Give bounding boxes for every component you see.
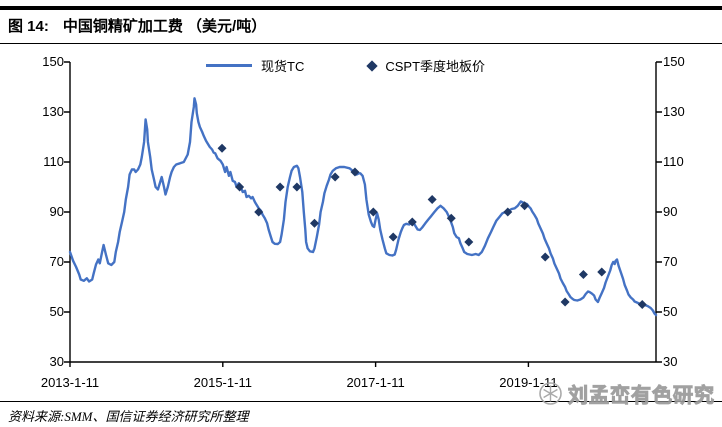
x-tick-label: 2015-1-11 [193,375,252,390]
diamond-swatch-icon [366,59,379,72]
footer-divider [0,401,722,402]
cspt-floor-diamond [350,167,360,177]
y-tick-label: 110 [663,154,684,169]
figure-number: 图 14: [8,18,49,35]
y-tick-label: 70 [663,254,678,269]
cspt-floor-diamond [597,267,607,277]
y-axis-right-labels: 30 50 70 90 110 130 150 [663,0,703,427]
x-tick-label: 2017-1-11 [346,375,405,390]
axes [64,61,662,367]
line-swatch-icon [206,64,252,67]
y-tick-label: 50 [49,304,64,319]
y-tick-label: 50 [663,304,678,319]
cspt-floor-diamond [540,252,550,262]
cspt-floor-diamond [407,217,417,227]
y-tick-label: 150 [663,54,685,69]
chart-legend: 现货TC CSPT季度地板价 [206,56,485,75]
cspt-floor-diamond [309,218,319,228]
header-top-rule [0,6,722,10]
y-tick-label: 30 [49,354,64,369]
cspt-floor-diamond [520,201,530,211]
legend-item-cspt: CSPT季度地板价 [366,56,486,75]
watermark-text: 刘孟峦有色研究 [568,385,715,408]
cspt-floor-diamond [275,182,285,192]
figure-title: 图 14: 中国铜精矿加工费 （美元/吨） [8,15,266,36]
cspt-floor-diamond [560,297,570,307]
cspt-floor-diamond [427,195,437,204]
spot-tc-line [68,97,658,317]
cspt-floor-diamond [368,207,378,217]
cspt-floor-diamond [637,300,647,309]
legend-label-spot-tc: 现货TC [261,59,305,74]
y-tick-label: 130 [42,104,64,119]
y-tick-label: 90 [663,204,678,219]
cspt-floor-diamond [217,143,227,153]
snowflake-badge-icon [539,382,562,405]
source-note: 资料来源:SMM、国信证券经济研究所整理 [8,409,249,424]
cspt-floor-diamond [578,270,588,279]
cspt-floor-diamond [446,213,456,223]
y-axis-left-labels: 30 50 70 90 110 130 150 [28,0,64,427]
figure-title-text: 中国铜精矿加工费 （美元/吨） [62,18,267,35]
y-tick-label: 70 [49,254,64,269]
cspt-floor-diamond [235,182,245,192]
cspt-floor-diamond [464,237,474,247]
y-tick-label: 90 [49,204,64,219]
legend-label-cspt: CSPT季度地板价 [385,59,486,74]
watermark: 刘孟峦有色研究 [538,379,715,408]
y-tick-label: 110 [43,154,64,169]
y-tick-label: 150 [42,54,64,69]
cspt-floor-diamond [388,232,398,242]
cspt-floor-diamond [503,207,513,217]
header-bottom-rule [0,43,722,44]
y-tick-label: 30 [663,354,678,369]
cspt-floor-diamond [330,172,340,182]
cspt-floor-diamond [254,207,264,217]
y-tick-label: 130 [663,104,685,119]
x-tick-label: 2013-1-11 [40,375,100,390]
legend-item-spot-tc: 现货TC [206,56,304,75]
cspt-floor-diamond [292,182,302,192]
